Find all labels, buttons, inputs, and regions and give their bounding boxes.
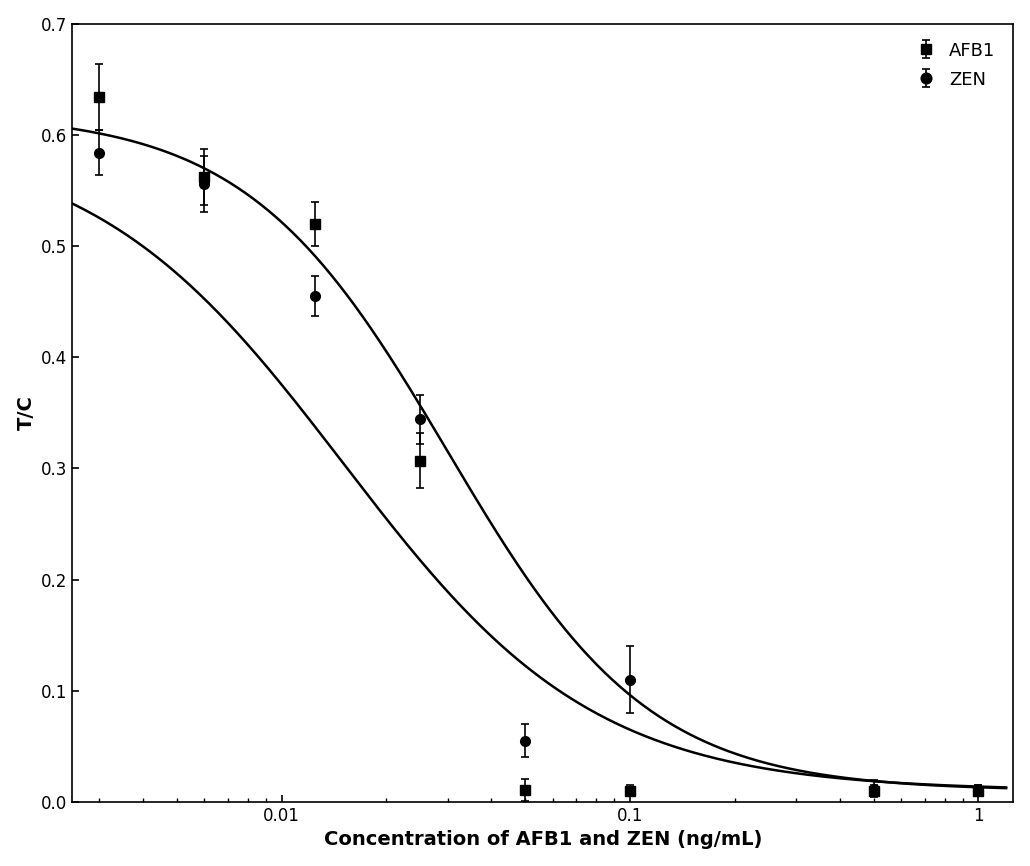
X-axis label: Concentration of AFB1 and ZEN (ng/mL): Concentration of AFB1 and ZEN (ng/mL): [323, 830, 762, 850]
Legend: AFB1, ZEN: AFB1, ZEN: [907, 33, 1004, 98]
Y-axis label: T/C: T/C: [16, 396, 36, 430]
